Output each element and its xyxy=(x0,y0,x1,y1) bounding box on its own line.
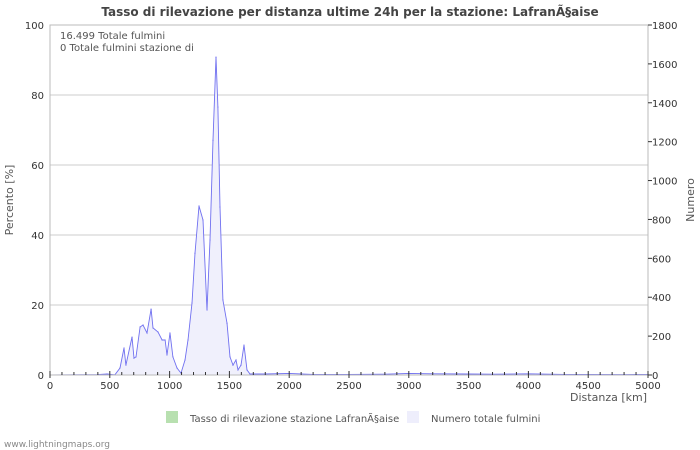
data-point xyxy=(226,322,228,324)
x-axis-label: Distanza [km] xyxy=(570,391,647,404)
data-point xyxy=(212,139,214,141)
x-tick-label: 2500 xyxy=(336,381,361,392)
legend-swatch-count xyxy=(407,411,419,423)
data-point xyxy=(135,356,137,358)
x-tick-label: 1000 xyxy=(157,381,182,392)
data-point xyxy=(209,239,211,241)
y-left-tick-label: 0 xyxy=(38,371,44,382)
x-tick-label: 5000 xyxy=(635,381,660,392)
data-point xyxy=(123,347,125,349)
data-point xyxy=(161,339,163,341)
legend-swatch-rate xyxy=(166,411,178,423)
x-tick-label: 4500 xyxy=(575,381,600,392)
data-point xyxy=(198,205,200,207)
x-tick-label: 3500 xyxy=(456,381,481,392)
plot-frame xyxy=(49,24,649,376)
y-right-tick-label: 1600 xyxy=(652,60,677,71)
data-point xyxy=(176,367,178,369)
series-count-area xyxy=(50,57,648,375)
chart-title: Tasso di rilevazione per distanza ultime… xyxy=(101,4,598,19)
data-point xyxy=(133,357,135,359)
data-point xyxy=(219,206,221,208)
data-point xyxy=(139,326,141,328)
y-right-tick-label: 1800 xyxy=(652,21,677,32)
x-tick-label: 3000 xyxy=(396,381,421,392)
y-left-tick-label: 40 xyxy=(31,231,44,242)
x-tick-label: 0 xyxy=(47,381,53,392)
data-point xyxy=(215,56,217,58)
legend-label-count: Numero totale fulmini xyxy=(431,414,540,425)
data-point xyxy=(246,369,248,371)
footer-credit: www.lightningmaps.org xyxy=(4,440,110,450)
data-point xyxy=(237,369,239,371)
y-right-tick-label: 1000 xyxy=(652,177,677,188)
legend-label-rate: Tasso di rilevazione stazione LafranÃ§ai… xyxy=(189,412,399,425)
data-point xyxy=(240,364,242,366)
x-tick-label: 1500 xyxy=(217,381,242,392)
data-point xyxy=(157,331,159,333)
data-point xyxy=(125,364,127,366)
data-point xyxy=(191,302,193,304)
data-point xyxy=(206,309,208,311)
y-right-tick-label: 1200 xyxy=(652,138,677,149)
y-right-tick-label: 1400 xyxy=(652,99,677,110)
data-point xyxy=(222,299,224,301)
y-right-tick-label: 600 xyxy=(652,254,671,265)
data-point xyxy=(217,106,219,108)
data-point xyxy=(184,359,186,361)
data-point xyxy=(131,336,133,338)
data-point xyxy=(106,373,108,375)
annotation-total: 16.499 Totale fulmini xyxy=(60,31,165,42)
data-point xyxy=(150,308,152,310)
y-right-tick-label: 400 xyxy=(652,293,671,304)
y-axis-right-label: Numero xyxy=(684,178,697,222)
data-point xyxy=(152,327,154,329)
data-point xyxy=(202,219,204,221)
data-point xyxy=(164,339,166,341)
data-point xyxy=(172,356,174,358)
data-point xyxy=(229,356,231,358)
data-point xyxy=(146,332,148,334)
data-point xyxy=(142,324,144,326)
y-left-tick-label: 60 xyxy=(31,161,44,172)
annotation-station: 0 Totale fulmini stazione di xyxy=(60,43,194,54)
x-tick-label: 500 xyxy=(100,381,119,392)
x-tick-label: 4000 xyxy=(516,381,541,392)
x-tick-label: 2000 xyxy=(276,381,301,392)
data-point xyxy=(187,339,189,341)
y-right-tick-label: 0 xyxy=(652,371,658,382)
y-left-tick-label: 80 xyxy=(31,91,44,102)
data-point xyxy=(119,367,121,369)
y-left-tick-label: 20 xyxy=(31,301,44,312)
data-point xyxy=(249,373,251,375)
data-point xyxy=(235,359,237,361)
y-right-tick-label: 200 xyxy=(652,332,671,343)
y-left-tick-label: 100 xyxy=(25,21,44,32)
data-point xyxy=(166,354,168,356)
y-axis-left-label: Percento [%] xyxy=(3,165,16,236)
y-right-tick-label: 800 xyxy=(652,215,671,226)
data-point xyxy=(243,344,245,346)
data-point xyxy=(194,252,196,254)
data-point xyxy=(169,332,171,334)
data-point xyxy=(232,364,234,366)
